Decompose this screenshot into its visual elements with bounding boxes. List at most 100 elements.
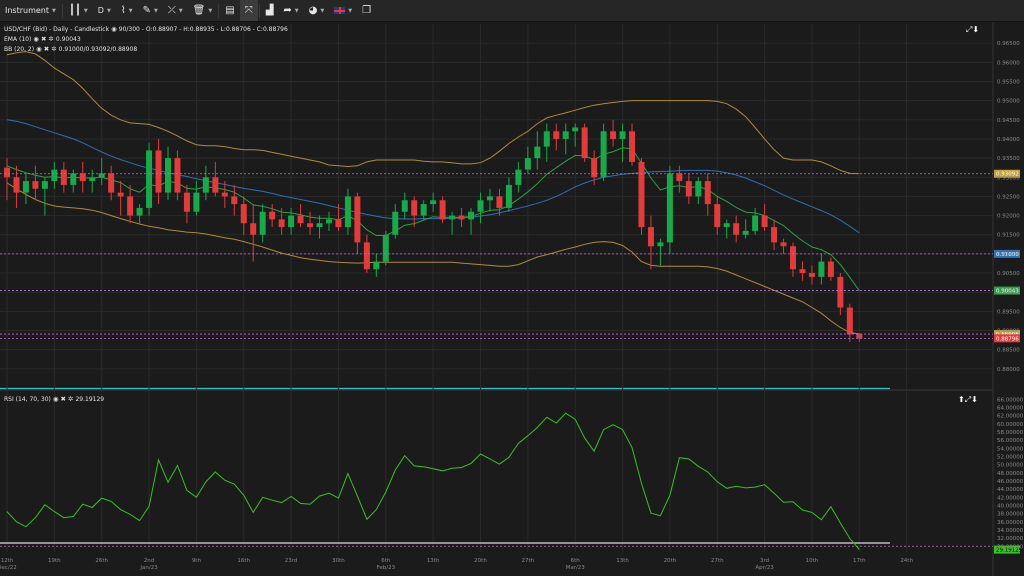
- maximize-icon[interactable]: ⤢: [966, 25, 973, 34]
- candle-body: [619, 131, 626, 139]
- candle-body: [89, 177, 96, 182]
- y-tick-label: 0.94000: [997, 137, 1020, 143]
- rsi-legend-value: 29.19129: [75, 395, 105, 403]
- chevron-down-icon: ▼: [83, 7, 88, 14]
- candle-body: [13, 177, 20, 193]
- eye-icon[interactable]: ◉: [111, 25, 117, 33]
- y-tick-label: 0.92000: [997, 214, 1020, 220]
- candle-body: [572, 127, 579, 132]
- stats-button[interactable]: ▟: [261, 0, 279, 21]
- candle-body: [127, 196, 134, 216]
- close-icon[interactable]: ✖: [43, 45, 50, 53]
- x-tick-label: 17th: [853, 558, 866, 564]
- gear-icon[interactable]: ✲: [48, 35, 54, 43]
- close-icon[interactable]: ✖: [60, 395, 66, 403]
- bb-lower-line: [6, 182, 860, 335]
- candle-body: [799, 269, 806, 274]
- candle-body: [297, 215, 304, 224]
- candle-body: [108, 173, 115, 193]
- x-tick-label: 6th: [381, 558, 391, 564]
- rsi-y-tick-label: 38.00000: [997, 512, 1024, 518]
- delete-dropdown[interactable]: 🗑 ▼: [188, 0, 218, 21]
- toolbar-divider: [258, 3, 260, 18]
- share-icon: ➦: [283, 4, 292, 16]
- crosshair-dropdown[interactable]: ⤫ ▼: [163, 0, 188, 21]
- candle-body: [146, 150, 153, 208]
- candle-body: [183, 192, 190, 212]
- candle-body: [581, 127, 588, 159]
- rsi-y-tick-label: 54.00000: [997, 446, 1024, 452]
- candle-body: [458, 215, 465, 220]
- candle-body: [771, 227, 778, 243]
- price-label-box: [994, 330, 1020, 339]
- candle-body: [591, 158, 598, 178]
- arrow-up-icon[interactable]: ⬆: [958, 395, 965, 404]
- gear-icon[interactable]: ✲: [51, 45, 57, 53]
- candle-body: [155, 150, 162, 193]
- candle-body: [202, 177, 209, 193]
- rsi-label-box: [994, 545, 1020, 554]
- candle-body: [136, 207, 143, 216]
- expand-icon: ⤧: [244, 4, 253, 16]
- rsi-y-tick-label: 48.00000: [997, 471, 1024, 477]
- chevron-down-icon: ▼: [128, 7, 133, 14]
- rsi-y-tick-label: 64.00000: [997, 406, 1024, 412]
- layout-button[interactable]: ▤: [220, 0, 239, 21]
- candle-body: [430, 200, 437, 205]
- y-tick-label: 0.90500: [997, 271, 1020, 277]
- y-tick-label: 0.96000: [997, 60, 1020, 66]
- candle-body: [515, 169, 522, 185]
- timeframe-dropdown[interactable]: D ▼: [93, 0, 116, 21]
- share-dropdown[interactable]: ➦ ▼: [278, 0, 303, 21]
- bb-legend-value: 0.91000/0.93092/0.88908: [58, 45, 138, 53]
- eye-icon[interactable]: ◉: [33, 35, 39, 43]
- indicators-dropdown[interactable]: ⌇ ▼: [116, 0, 138, 21]
- language-dropdown[interactable]: ▼: [329, 0, 357, 21]
- rsi-y-tick-label: 52.00000: [997, 454, 1024, 460]
- ema-legend-value: 0.90043: [55, 35, 81, 43]
- rsi-y-tick-label: 50.00000: [997, 463, 1024, 469]
- layout-icon: ▤: [225, 4, 235, 16]
- x-tick-label: Feb/23: [377, 565, 396, 571]
- y-tick-label: 0.95500: [997, 79, 1020, 85]
- candle-body: [4, 167, 10, 178]
- candle-body: [733, 223, 740, 235]
- theme-dropdown[interactable]: ◕ ▼: [304, 0, 330, 21]
- expand-button[interactable]: ⤧: [239, 0, 258, 21]
- candle-body: [600, 131, 607, 178]
- x-tick-label: 2nd: [144, 558, 154, 564]
- chart-type-dropdown[interactable]: ┃┃ ▼: [64, 0, 93, 21]
- gear-icon[interactable]: ✲: [68, 395, 74, 403]
- rsi-panel-controls: ⬆⤢⬇: [958, 395, 978, 405]
- eye-icon[interactable]: ◉: [52, 395, 59, 403]
- window-button[interactable]: ❐: [357, 0, 376, 21]
- arrow-down-icon[interactable]: ⬇: [972, 25, 980, 34]
- x-tick-label: 6th: [571, 558, 581, 564]
- x-tick-label: 20th: [664, 558, 677, 564]
- candle-body: [827, 261, 834, 277]
- candle-body: [325, 219, 332, 224]
- candle-body: [666, 173, 673, 243]
- candle-body: [818, 261, 825, 277]
- eye-icon[interactable]: ◉: [36, 45, 42, 53]
- bb-legend-name: BB (20, 2): [4, 45, 35, 53]
- panel-separator: [0, 389, 993, 391]
- chevron-down-icon: ▼: [320, 7, 325, 14]
- axes: 0.96500 0.96000 0.95500 0.95000 0.94500 0.940…: [0, 41, 1024, 571]
- candle-body: [856, 334, 863, 339]
- candle-body: [212, 177, 219, 193]
- candle-body: [543, 131, 550, 147]
- close-icon[interactable]: ✖: [40, 35, 47, 43]
- instrument-dropdown[interactable]: Instrument ▼: [0, 0, 61, 21]
- maximize-icon[interactable]: ⤢: [964, 395, 972, 404]
- candle-body: [382, 234, 389, 262]
- candle-body: [647, 227, 654, 247]
- rsi-panel: 29.19129: [0, 412, 1023, 554]
- drawing-tools-dropdown[interactable]: ✎ ▼: [138, 0, 163, 21]
- arrow-down-icon[interactable]: ⬇: [971, 395, 978, 404]
- candle-body: [780, 242, 787, 247]
- y-tick-label: 0.91500: [997, 233, 1020, 239]
- candle-body: [354, 196, 361, 243]
- candle-body: [221, 192, 228, 197]
